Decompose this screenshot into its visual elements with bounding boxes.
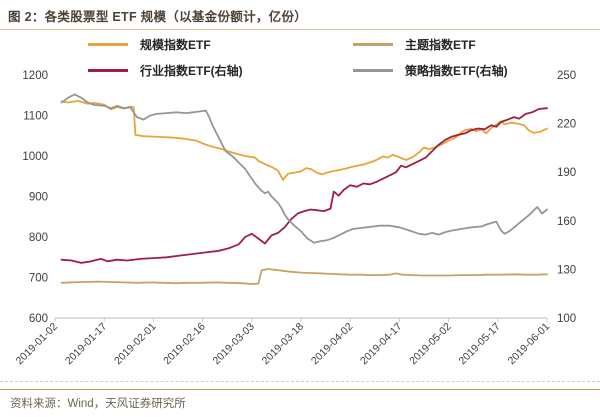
x-axis-tick-label: 2019-01-17 xyxy=(63,321,110,368)
x-axis-tick-label: 2019-02-01 xyxy=(112,321,159,368)
legend-label: 策略指数ETF(右轴) xyxy=(405,64,508,78)
x-axis-tick-label: 2019-04-17 xyxy=(358,321,405,368)
figure-bottom-dashed-divider xyxy=(0,381,600,382)
legend-line-swatch xyxy=(353,43,393,46)
left-axis-tick-label: 1000 xyxy=(22,151,48,163)
right-axis-tick-label: 130 xyxy=(557,264,576,276)
x-axis-tick-label: 2019-06-01 xyxy=(506,321,553,368)
legend-item-industry-index-etf: 行业指数ETF(右轴) xyxy=(88,62,353,79)
legend-line-swatch xyxy=(353,69,393,72)
legend-line-swatch xyxy=(88,43,128,46)
right-axis-tick-label: 100 xyxy=(557,313,576,325)
x-axis-tick-label: 2019-01-02 xyxy=(14,321,61,368)
chart-legend: 规模指数ETF 主题指数ETF 行业指数ETF(右轴) 策略指数ETF(右轴) xyxy=(88,36,558,79)
left-axis-tick-label: 1200 xyxy=(22,70,48,82)
series-line-0 xyxy=(60,100,548,181)
left-axis-tick-label: 700 xyxy=(29,273,48,285)
series-line-2 xyxy=(60,107,548,264)
source-divider xyxy=(0,389,600,390)
left-axis-tick-label: 900 xyxy=(29,192,48,204)
x-axis-tick-label: 2019-04-02 xyxy=(309,321,356,368)
left-axis-tick-label: 1100 xyxy=(23,111,48,123)
x-axis-tick-label: 2019-03-18 xyxy=(260,321,307,368)
legend-item-theme-index-etf: 主题指数ETF xyxy=(353,36,558,53)
series-line-3 xyxy=(60,93,548,244)
left-axis-tick-label: 600 xyxy=(29,313,48,325)
legend-label: 主题指数ETF xyxy=(405,38,476,52)
series-line-1 xyxy=(60,268,548,285)
source-note: 资料来源：Wind，天风证券研究所 xyxy=(10,398,186,410)
right-axis-tick-label: 190 xyxy=(557,167,576,179)
left-axis-tick-label: 800 xyxy=(29,232,48,244)
x-axis-tick-label: 2019-05-02 xyxy=(407,321,454,368)
legend-line-swatch xyxy=(88,69,128,72)
legend-item-scale-index-etf: 规模指数ETF xyxy=(88,36,353,53)
x-axis-tick-label: 2019-03-03 xyxy=(210,321,257,368)
figure-title: 图 2：各类股票型 ETF 规模（以基金份额计，亿份） xyxy=(8,10,308,24)
right-axis-tick-label: 220 xyxy=(557,119,576,131)
x-axis-tick-label: 2019-02-16 xyxy=(161,321,208,368)
x-axis-tick-label: 2019-05-17 xyxy=(456,321,503,368)
title-divider xyxy=(0,29,600,30)
right-axis-tick-label: 250 xyxy=(557,70,576,82)
legend-label: 规模指数ETF xyxy=(140,38,211,52)
legend-item-strategy-index-etf: 策略指数ETF(右轴) xyxy=(353,62,558,79)
legend-label: 行业指数ETF(右轴) xyxy=(140,64,243,78)
right-axis-tick-label: 160 xyxy=(557,216,576,228)
